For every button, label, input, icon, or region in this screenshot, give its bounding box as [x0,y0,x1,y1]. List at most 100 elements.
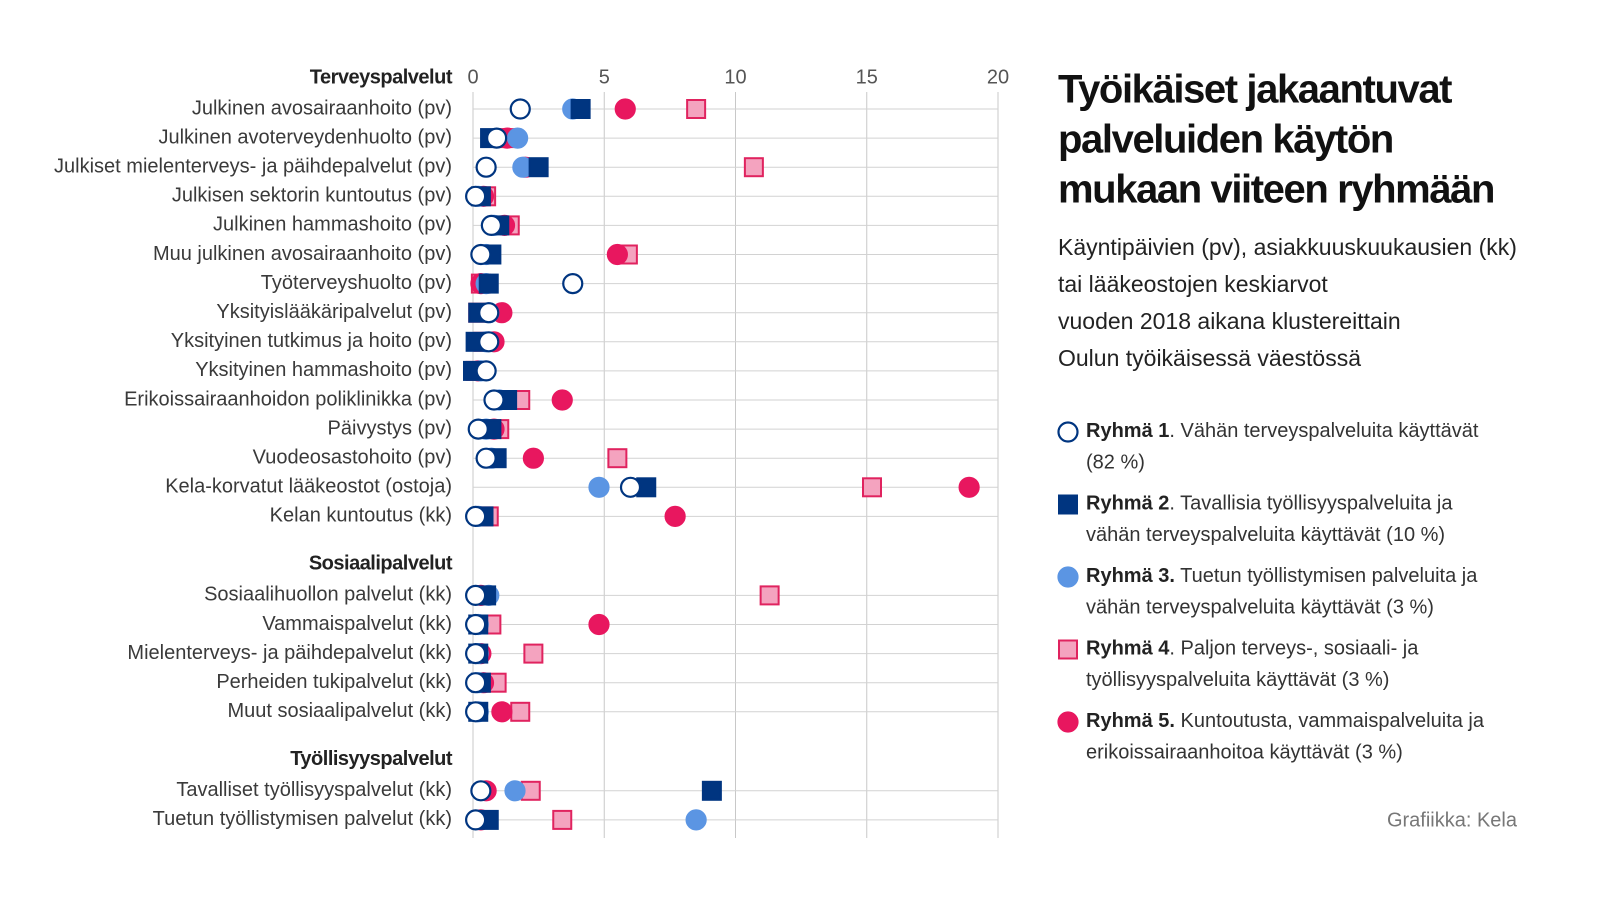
legend-item: Ryhmä 3. Tuetun työllistymisen palveluit… [1057,565,1478,618]
legend-text: Ryhmä 5. Kuntoutusta, vammaispalveluita … [1086,710,1485,732]
legend-item: Ryhmä 2. Tavallisia työllisyyspalveluita… [1058,493,1453,546]
legend-desc: (82 %) [1086,451,1145,473]
dot [510,701,531,722]
dot [475,447,497,469]
dot [552,809,573,830]
title: Työikäiset jakaantuvat [1058,68,1452,112]
dot [588,476,610,498]
row-label: Yksityislääkäripalvelut (pv) [216,301,452,323]
x-tick-label: 10 [724,66,746,88]
row-label: Vammaispalvelut (kk) [262,613,452,635]
dot [551,389,573,411]
row-label: Julkinen avosairaanhoito (pv) [192,97,452,119]
subtitle: vuoden 2018 aikana klustereittain [1058,308,1401,334]
dot [465,185,487,207]
subtitle: Oulun työikäisessä väestössä [1058,345,1361,371]
dot [614,98,636,120]
legend-name: Ryhmä 5. [1086,710,1175,732]
dot [478,331,500,353]
row-label: Tuetun työllistymisen palvelut (kk) [153,808,452,830]
row-label: Sosiaalihuollon palvelut (kk) [204,584,452,606]
dot [465,613,487,636]
dot [562,273,584,295]
dot [570,99,591,119]
legend-name: Ryhmä 4 [1086,638,1170,660]
legend-desc: . Tavallisia työllisyyspalveluita ja [1169,493,1453,515]
dot [491,701,513,723]
legend-item: Ryhmä 4. Paljon terveys-, sosiaali- ja ty… [1058,638,1419,691]
row-label: Yksityinen tutkimus ja hoito (pv) [171,330,452,352]
dot [507,127,529,149]
dot [606,243,628,266]
legend-marker [1057,566,1079,588]
dot [958,476,980,498]
legend-desc: Tuetun työllistymisen palveluita ja [1175,565,1478,587]
row-label: Vuodeosastohoito (pv) [253,446,452,468]
row-label: Muut sosiaalipalvelut (kk) [227,700,452,722]
legend-text: Ryhmä 1. Vähän terveyspalveluita käyttäv… [1086,420,1479,442]
dot [475,156,497,178]
dot [686,99,707,119]
subtitle: tai lääkeostojen keskiarvot [1058,271,1328,297]
dot [465,701,487,723]
legend-desc: vähän terveyspalveluita käyttävät (10 %) [1086,524,1445,546]
dot [478,302,500,324]
row-label: Mielenterveys- ja päihdepalvelut (kk) [127,642,452,664]
subtitle: Käyntipäivien (pv), asiakkuuskuukausien … [1058,234,1517,260]
row-label: Päivystys (pv) [328,417,452,439]
dot [607,448,628,469]
dot [759,585,780,606]
legend-name: Ryhmä 3. [1086,565,1175,587]
x-tick-label: 20 [987,66,1009,88]
dot [465,505,487,528]
title: mukaan viiteen ryhmään [1058,168,1494,212]
dot [480,214,502,236]
row-label: Tavalliset työllisyyspalvelut (kk) [176,779,452,801]
credit: Grafiikka: Kela [1387,809,1518,831]
x-tick-label: 0 [467,66,478,88]
x-tick-label: 5 [599,66,610,88]
dot [475,360,497,382]
dot [504,780,526,802]
legend-desc: vähän terveyspalveluita käyttävät (3 %) [1086,596,1434,618]
legend-marker [1058,494,1078,515]
dot [465,672,487,694]
legend-item: Ryhmä 5. Kuntoutusta, vammaispalveluita … [1057,710,1485,763]
row-label: Julkiset mielenterveys- ja päihdepalvelu… [54,155,452,177]
legend-text: Ryhmä 4. Paljon terveys-, sosiaali- ja [1086,638,1419,660]
dot [467,418,489,440]
x-tick-label: 15 [856,66,878,88]
row-label: Julkinen avoterveydenhuolto (pv) [158,126,452,148]
section-header: Sosiaalipalvelut [309,553,453,575]
row-label: Erikoissairaanhoidon poliklinikka (pv) [124,388,452,410]
dot [483,389,505,411]
dot [465,584,487,607]
legend-name: Ryhmä 2 [1086,493,1169,515]
dot [588,613,610,636]
dot [470,243,492,266]
legend-marker [1057,421,1079,443]
legend-desc: työllisyyspalveluita käyttävät (3 %) [1086,669,1389,691]
row-label: Kela-korvatut lääkeostot (ostoja) [165,476,452,498]
legend-desc: Kuntoutusta, vammaispalveluita ja [1175,710,1485,732]
legend-marker [1058,639,1078,660]
row-label: Perheiden tukipalvelut (kk) [216,671,452,693]
row-label: Kelan kuntoutus (kk) [270,505,452,527]
dot [523,643,544,664]
legend-text: Ryhmä 2. Tavallisia työllisyyspalveluita… [1086,493,1453,515]
legend-text: Ryhmä 3. Tuetun työllistymisen palveluit… [1086,565,1478,587]
dot [470,780,492,802]
row-label: Työterveyshuolto (pv) [261,272,452,294]
legend-item: Ryhmä 1. Vähän terveyspalveluita käyttäv… [1057,420,1479,473]
dot [509,98,531,120]
dot [522,447,544,469]
row-label: Muu julkinen avosairaanhoito (pv) [153,243,452,265]
dot [486,127,508,149]
dot [685,809,707,831]
legend-desc: erikoissairaanhoitoa käyttävät (3 %) [1086,741,1403,763]
dot [862,477,882,498]
title: palveluiden käytön [1058,118,1393,162]
dot [664,505,686,528]
dot [478,273,499,294]
